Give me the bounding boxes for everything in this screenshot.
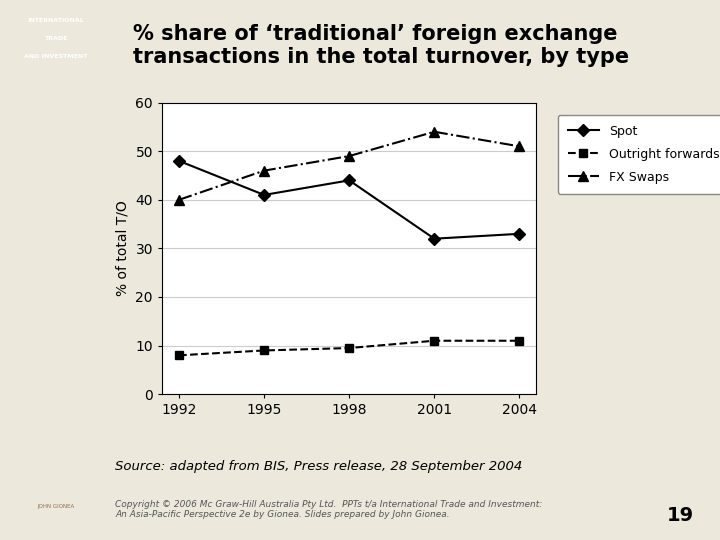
Text: INTERNATIONAL: INTERNATIONAL	[27, 18, 84, 23]
Text: AND INVESTMENT: AND INVESTMENT	[24, 55, 88, 59]
Text: JOHN GIONEA: JOHN GIONEA	[37, 504, 74, 509]
Text: TRADE: TRADE	[44, 36, 68, 41]
Text: 19: 19	[667, 506, 694, 525]
Text: Source: adapted from BIS, Press release, 28 September 2004: Source: adapted from BIS, Press release,…	[115, 460, 523, 473]
Text: % share of ‘traditional’ foreign exchange
transactions in the total turnover, by: % share of ‘traditional’ foreign exchang…	[133, 24, 629, 68]
Legend: Spot, Outright forwards, FX Swaps: Spot, Outright forwards, FX Swaps	[557, 114, 720, 194]
Y-axis label: % of total T/O: % of total T/O	[116, 200, 130, 296]
Text: Copyright © 2006 Mc Graw-Hill Australia Pty Ltd.  PPTs t/a International Trade a: Copyright © 2006 Mc Graw-Hill Australia …	[115, 500, 542, 519]
